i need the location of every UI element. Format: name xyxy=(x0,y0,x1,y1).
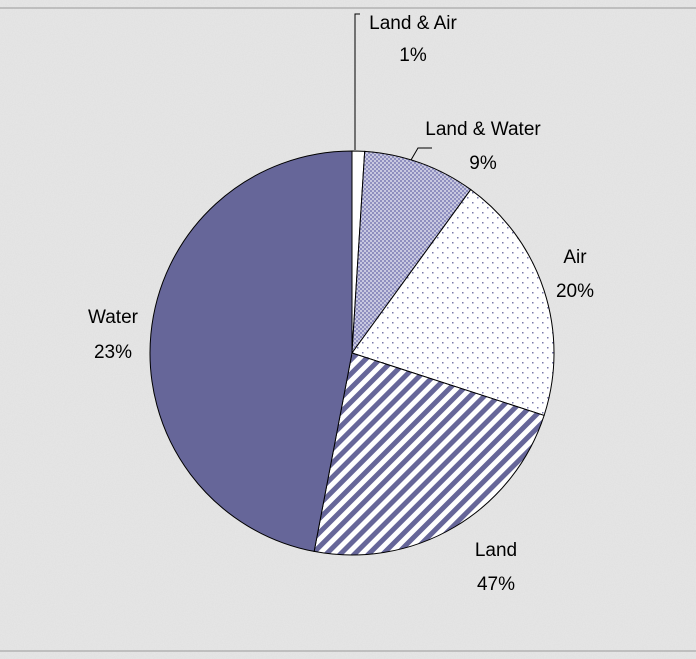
slice-value-label: 20% xyxy=(556,281,594,302)
slice-value-label: 9% xyxy=(469,153,497,174)
pie-slice xyxy=(351,150,472,355)
pie-slice xyxy=(149,150,353,553)
slice-value-label: 23% xyxy=(94,342,132,363)
pie-slice xyxy=(351,188,555,417)
slice-label: Land & Water xyxy=(425,119,541,140)
pie-slice xyxy=(313,352,545,556)
leader-line xyxy=(410,147,432,161)
leader-line xyxy=(354,13,360,150)
slice-value-label: 1% xyxy=(399,45,427,66)
slice-value-label: 47% xyxy=(477,574,515,595)
slice-label: Land & Air xyxy=(369,13,457,34)
slice-label: Water xyxy=(88,307,139,328)
slice-label: Air xyxy=(563,247,587,268)
slice-label: Land xyxy=(475,540,517,561)
